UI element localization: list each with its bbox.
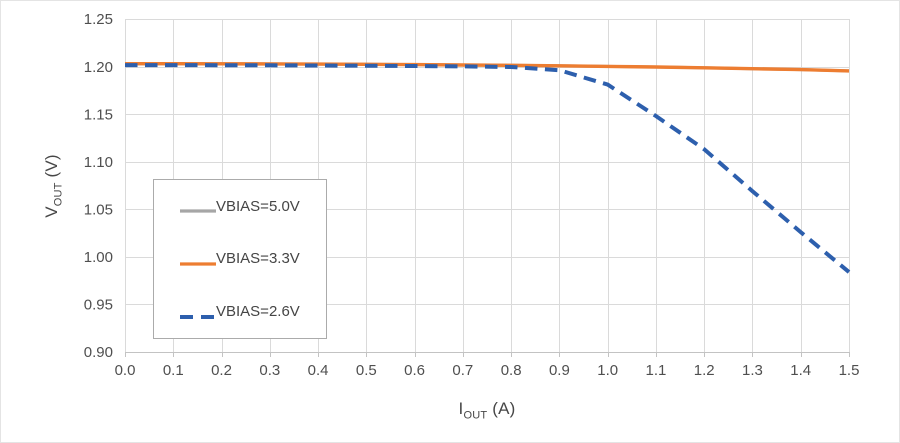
- x-tick-label: 0.2: [211, 362, 232, 379]
- y-axis-title: VOUT (V): [42, 86, 64, 286]
- y-axis-title-sub: OUT: [52, 182, 65, 207]
- x-tick-label: 0.9: [549, 362, 570, 379]
- x-tick-label: 0.4: [308, 362, 329, 379]
- legend-label: VBIAS=2.6V: [216, 303, 300, 321]
- x-axis-title-unit: (A): [487, 399, 516, 418]
- legend-item: VBIAS=2.6V: [154, 301, 326, 323]
- legend-line-sample: [180, 255, 216, 266]
- y-tick-label: 0.90: [84, 344, 113, 361]
- x-axis-title-base: I: [458, 399, 464, 418]
- y-axis-title-unit: (V): [42, 154, 61, 183]
- y-tick-label: 1.05: [84, 201, 113, 218]
- legend-line-sample: [180, 308, 216, 319]
- legend: VBIAS=5.0V VBIAS=3.3V VBIAS=2.6V: [153, 179, 327, 339]
- x-tick-label: 1.2: [694, 362, 715, 379]
- y-tick-label: 1.00: [84, 249, 113, 266]
- legend-item: VBIAS=5.0V: [154, 195, 326, 217]
- x-tick-label: 0.8: [501, 362, 522, 379]
- x-tick-label: 1.3: [742, 362, 763, 379]
- y-tick-label: 1.10: [84, 154, 113, 171]
- x-tick-label: 1.4: [790, 362, 811, 379]
- y-tick-label: 0.95: [84, 297, 113, 314]
- x-tick-label: 0.1: [163, 362, 184, 379]
- y-tick-label: 1.25: [84, 11, 113, 28]
- y-tick-label: 1.15: [84, 106, 113, 123]
- x-tick-label: 0.5: [356, 362, 377, 379]
- legend-label: VBIAS=3.3V: [216, 250, 300, 268]
- x-tick-label: 0.3: [259, 362, 280, 379]
- series-line-vbias-2-6v: [125, 63, 851, 274]
- x-axis-title: IOUT (A): [125, 399, 849, 422]
- x-tick-label: 0.0: [115, 362, 136, 379]
- y-tick-label: 1.20: [84, 59, 113, 76]
- y-axis-title-base: V: [42, 206, 61, 218]
- x-tick-label: 1.0: [597, 362, 618, 379]
- x-tick-label: 1.5: [839, 362, 860, 379]
- x-tick-label: 1.1: [646, 362, 667, 379]
- legend-line-sample: [180, 202, 216, 213]
- legend-item: VBIAS=3.3V: [154, 248, 326, 270]
- x-tick-label: 0.7: [452, 362, 473, 379]
- legend-label: VBIAS=5.0V: [216, 197, 300, 215]
- x-tick-label: 0.6: [404, 362, 425, 379]
- x-axis-title-sub: OUT: [463, 409, 488, 422]
